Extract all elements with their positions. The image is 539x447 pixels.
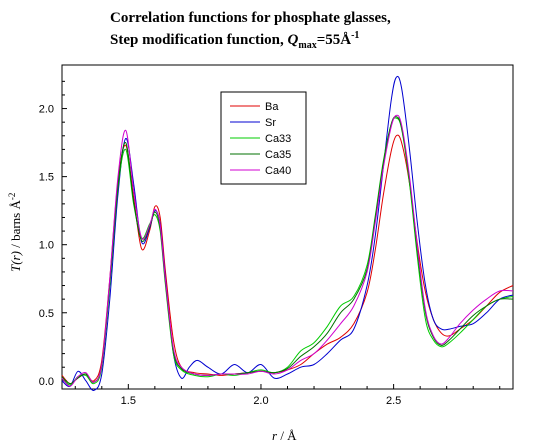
- legend-label-ba: Ba: [265, 101, 279, 113]
- chart-title-line1: Correlation functions for phosphate glas…: [110, 10, 391, 26]
- y-tick-label: 2.0: [39, 104, 54, 116]
- x-tick-label: 2.0: [253, 395, 268, 407]
- legend-label-sr: Sr: [265, 117, 276, 129]
- x-tick-label: 1.5: [121, 395, 136, 407]
- y-tick-label: 1.5: [39, 172, 54, 184]
- chart-title-exp: -1: [351, 30, 359, 41]
- x-axis-label: r / Å: [272, 428, 297, 443]
- chart-title-prefix: Step modification function,: [110, 32, 288, 48]
- legend-label-ca35: Ca35: [265, 149, 291, 161]
- series-line-ca35: [61, 116, 514, 385]
- chart-title-line2: Step modification function, Qmax=55Å-1: [110, 30, 359, 51]
- axis-ticks: 1.5 2.0 2.5 0.0 0.5 1.0 1.5 2.0: [39, 80, 501, 407]
- y-tick-label: 1.0: [39, 240, 54, 252]
- series-line-ca40: [61, 114, 514, 387]
- chart-title-q-sub: max: [298, 40, 316, 51]
- legend-label-ca33: Ca33: [265, 133, 291, 145]
- y-axis-label-var: T(r): [8, 251, 23, 272]
- series-lines: [61, 75, 514, 391]
- chart-title-eq: =55Å: [317, 32, 352, 48]
- y-tick-label: 0.5: [39, 308, 54, 320]
- x-axis-label-var: r: [272, 428, 278, 443]
- y-tick-label: 0.0: [39, 376, 54, 388]
- legend-label-ca40: Ca40: [265, 165, 291, 177]
- y-axis-label: T(r) / barns Å-2: [7, 193, 23, 272]
- x-axis-label-unit: / Å: [277, 428, 297, 443]
- x-tick-label: 2.5: [386, 395, 401, 407]
- legend: Ba Sr Ca33 Ca35 Ca40: [220, 91, 307, 185]
- chart-title-q: Q: [288, 32, 299, 48]
- y-axis-label-unit: / barns Å: [8, 200, 23, 252]
- y-axis-label-exp: -2: [7, 193, 17, 201]
